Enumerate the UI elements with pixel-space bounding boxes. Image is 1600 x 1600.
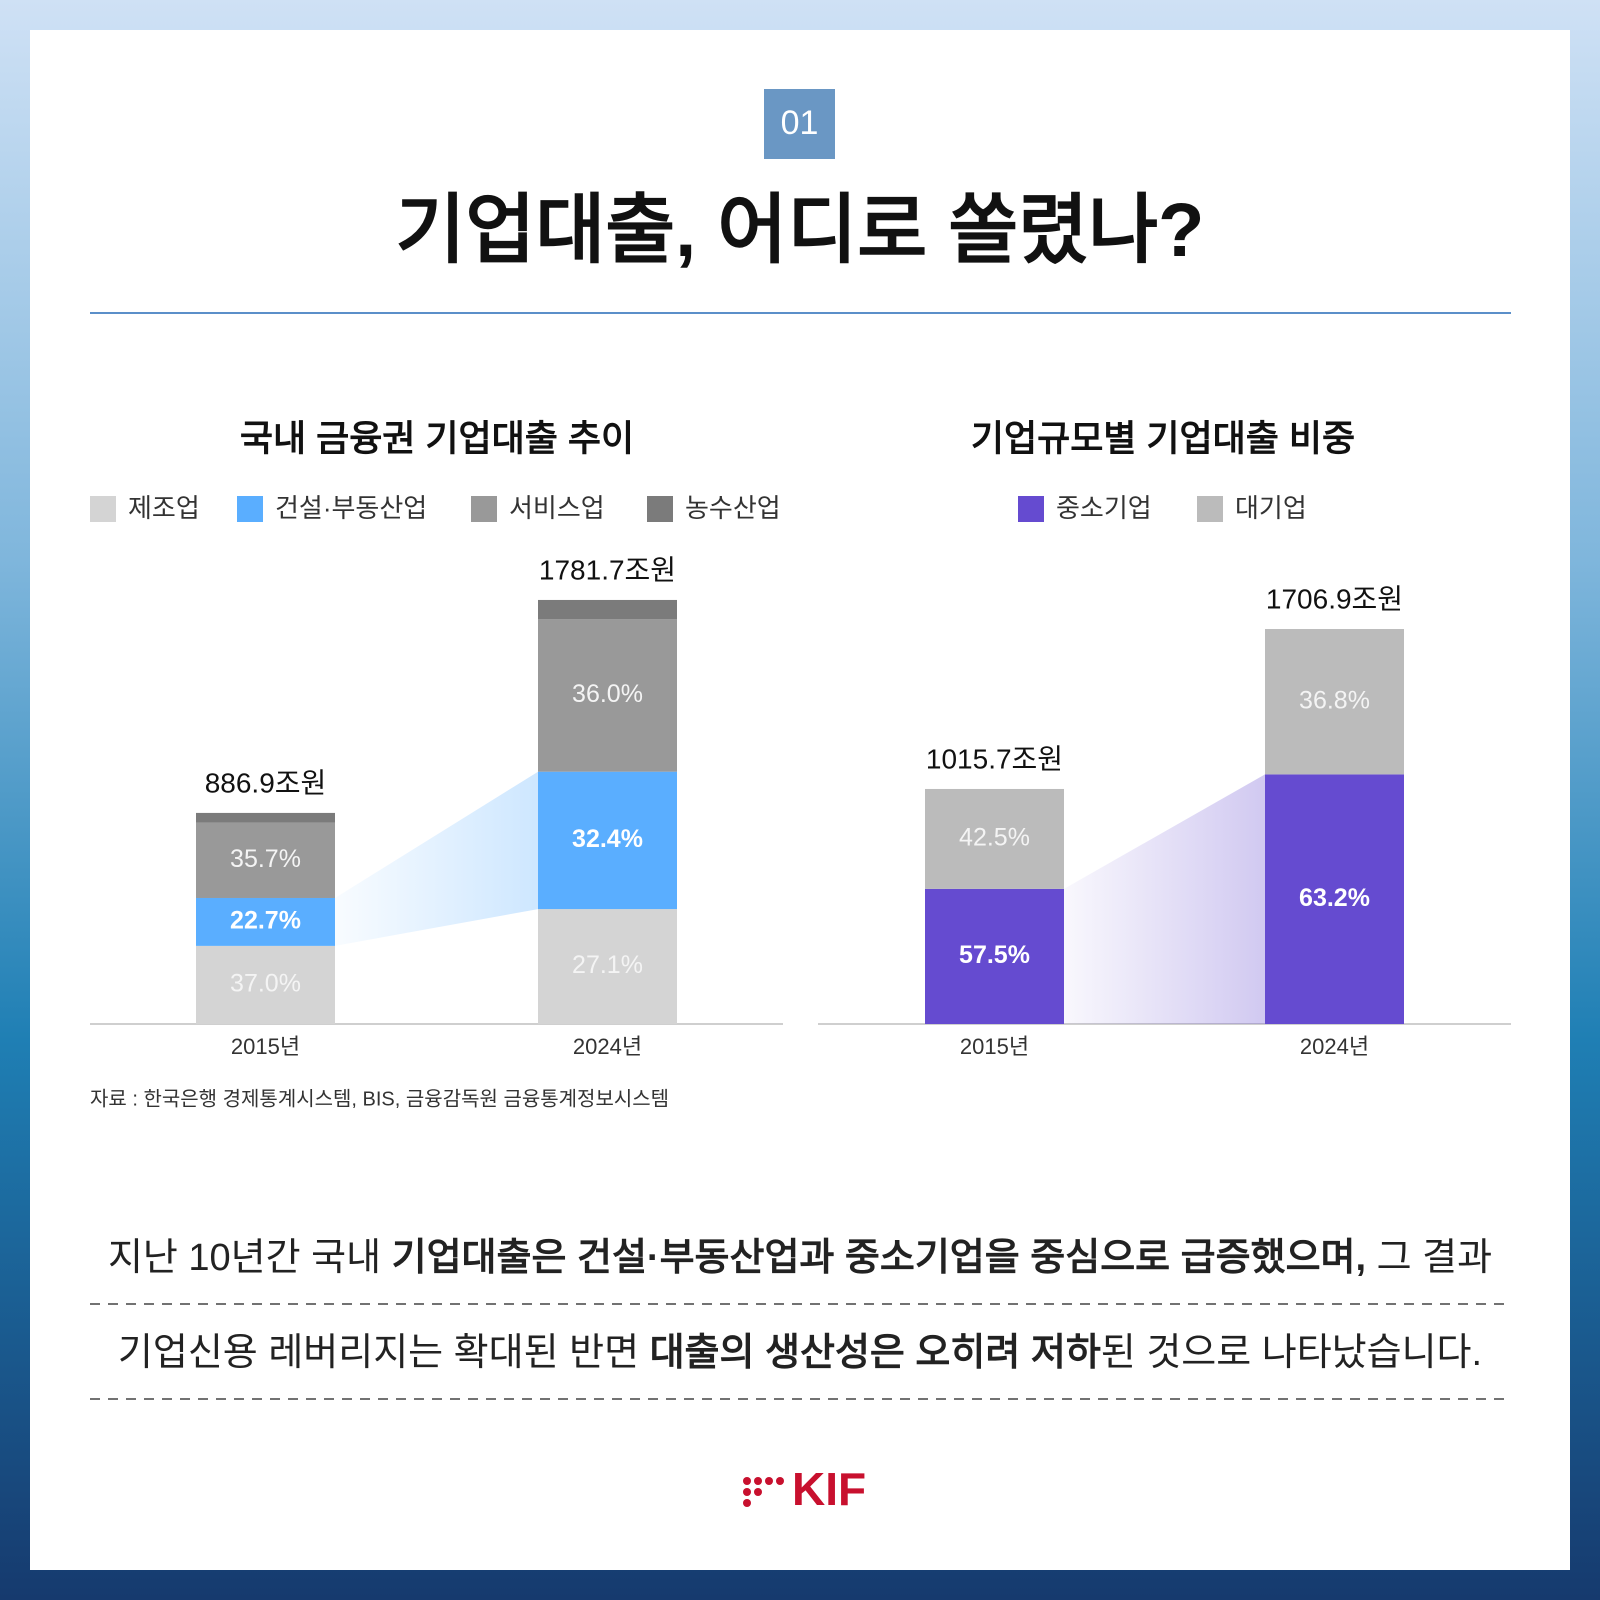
x-tick-label: 2015년 (960, 1034, 1029, 1059)
legend-swatch (471, 496, 497, 522)
bar-segment (196, 822, 335, 898)
bar-segment (1265, 629, 1404, 775)
total-label: 1706.9조원 (1266, 583, 1403, 614)
legend-label: 제조업 (128, 493, 200, 523)
bar-segment (538, 599, 677, 620)
total-label: 1015.7조원 (926, 743, 1063, 774)
body-segment: 그 결과 (1366, 1237, 1492, 1279)
page-title: 기업대출, 어디로 쏠렸나? (396, 188, 1205, 273)
body-segment: 된 것으로 나타났습니다. (1101, 1332, 1482, 1374)
bar-segment (538, 771, 677, 910)
logo-dots (743, 1477, 784, 1507)
bar-segment (196, 812, 335, 823)
legend-label: 중소기업 (1056, 493, 1152, 523)
bar-segment (538, 619, 677, 772)
segment-label: 27.1% (572, 951, 643, 979)
body-segment: 대출의 생산성은 오히려 저하 (650, 1332, 1101, 1374)
connector (1064, 774, 1265, 1024)
segment-label: 36.8% (1299, 686, 1370, 714)
body-line: 기업신용 레버리지는 확대된 반면 대출의 생산성은 오히려 저하된 것으로 나… (118, 1332, 1482, 1374)
total-label: 886.9조원 (205, 767, 327, 798)
segment-label: 42.5% (959, 824, 1030, 852)
bar-segment (196, 897, 335, 946)
x-tick-label: 2024년 (573, 1034, 642, 1059)
legend-label: 서비스업 (509, 493, 605, 523)
source: 자료 : 한국은행 경제통계시스템, BIS, 금융감독원 금융통계정보시스템 (90, 1087, 669, 1110)
x-tick-label: 2024년 (1300, 1034, 1369, 1059)
legend-swatch (237, 496, 263, 522)
body-segment: 기업대출은 건설·부동산업과 중소기업을 중심으로 급증했으며, (392, 1237, 1366, 1279)
segment-label: 63.2% (1299, 884, 1370, 912)
connector (335, 771, 538, 946)
legend-swatch (1018, 496, 1044, 522)
bar-segment (925, 788, 1064, 889)
legend-swatch (90, 496, 116, 522)
bar-segment (538, 909, 677, 1024)
segment-label: 57.5% (959, 941, 1030, 969)
body-segment: 지난 10년간 국내 (108, 1237, 392, 1279)
badge-text: 01 (781, 104, 819, 142)
logo-text: KIF (792, 1463, 866, 1515)
segment-label: 37.0% (230, 970, 301, 998)
x-tick-label: 2015년 (231, 1034, 300, 1059)
total-label: 1781.7조원 (539, 554, 676, 585)
legend-label: 대기업 (1235, 493, 1307, 523)
legend-label: 농수산업 (685, 493, 781, 523)
segment-label: 32.4% (572, 825, 643, 853)
legend-swatch (647, 496, 673, 522)
legend-swatch (1197, 496, 1223, 522)
segment-label: 35.7% (230, 845, 301, 873)
bar-segment (1265, 774, 1404, 1024)
segment-label: 22.7% (230, 907, 301, 935)
segment-label: 36.0% (572, 680, 643, 708)
chart-title: 국내 금융권 기업대출 추이 (240, 418, 634, 459)
bar-segment (925, 888, 1064, 1024)
legend-label: 건설·부동산업 (275, 493, 427, 523)
bar-segment (196, 945, 335, 1024)
chart-title: 기업규모별 기업대출 비중 (971, 418, 1355, 459)
body-segment: 기업신용 레버리지는 확대된 반면 (118, 1332, 650, 1374)
badge (764, 89, 835, 159)
body-line: 지난 10년간 국내 기업대출은 건설·부동산업과 중소기업을 중심으로 급증했… (108, 1237, 1492, 1279)
